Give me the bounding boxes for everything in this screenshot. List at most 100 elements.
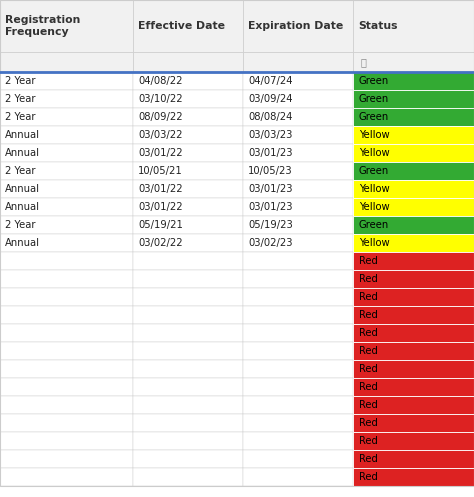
Text: 03/09/24: 03/09/24 bbox=[248, 94, 292, 104]
Bar bbox=[133, 198, 243, 216]
Bar bbox=[353, 108, 474, 126]
Text: 03/03/22: 03/03/22 bbox=[138, 130, 182, 140]
Bar bbox=[243, 324, 353, 342]
Text: Red: Red bbox=[359, 436, 378, 446]
Text: 03/01/23: 03/01/23 bbox=[248, 202, 292, 212]
Bar bbox=[243, 306, 353, 324]
Bar bbox=[353, 450, 474, 468]
Bar bbox=[0, 432, 133, 450]
Text: 2 Year: 2 Year bbox=[5, 76, 36, 86]
Bar bbox=[243, 432, 353, 450]
Bar bbox=[133, 324, 243, 342]
Bar bbox=[243, 216, 353, 234]
Bar bbox=[243, 234, 353, 252]
Bar bbox=[0, 234, 133, 252]
Bar bbox=[133, 90, 243, 108]
Text: 10/05/23: 10/05/23 bbox=[248, 166, 292, 176]
Bar bbox=[0, 144, 133, 162]
Bar bbox=[353, 378, 474, 396]
Bar bbox=[243, 180, 353, 198]
Bar bbox=[0, 52, 133, 72]
Bar bbox=[0, 342, 133, 360]
Bar bbox=[353, 288, 474, 306]
Text: 04/07/24: 04/07/24 bbox=[248, 76, 292, 86]
Bar bbox=[243, 0, 353, 52]
Text: 2 Year: 2 Year bbox=[5, 166, 36, 176]
Text: 2 Year: 2 Year bbox=[5, 94, 36, 104]
Bar bbox=[353, 72, 474, 90]
Bar bbox=[0, 180, 133, 198]
Bar bbox=[133, 378, 243, 396]
Text: Red: Red bbox=[359, 400, 378, 410]
Bar bbox=[0, 414, 133, 432]
Bar bbox=[353, 396, 474, 414]
Bar bbox=[0, 216, 133, 234]
Bar bbox=[243, 144, 353, 162]
Text: Red: Red bbox=[359, 418, 378, 428]
Bar bbox=[243, 162, 353, 180]
Bar bbox=[0, 306, 133, 324]
Text: 05/19/23: 05/19/23 bbox=[248, 220, 293, 230]
Bar bbox=[0, 360, 133, 378]
Bar bbox=[353, 432, 474, 450]
Bar bbox=[243, 126, 353, 144]
Bar bbox=[353, 162, 474, 180]
Text: Green: Green bbox=[359, 166, 389, 176]
Bar bbox=[353, 324, 474, 342]
Bar bbox=[0, 378, 133, 396]
Bar bbox=[353, 270, 474, 288]
Bar bbox=[353, 252, 474, 270]
Text: 03/01/23: 03/01/23 bbox=[248, 148, 292, 158]
Text: Annual: Annual bbox=[5, 184, 40, 194]
Text: Red: Red bbox=[359, 328, 378, 338]
Bar bbox=[133, 270, 243, 288]
Bar bbox=[133, 342, 243, 360]
Bar bbox=[243, 270, 353, 288]
Text: Effective Date: Effective Date bbox=[138, 21, 225, 31]
Text: Annual: Annual bbox=[5, 130, 40, 140]
Bar bbox=[353, 52, 474, 72]
Bar bbox=[133, 52, 243, 72]
Text: Green: Green bbox=[359, 94, 389, 104]
Text: 08/08/24: 08/08/24 bbox=[248, 112, 292, 122]
Bar bbox=[133, 450, 243, 468]
Bar bbox=[133, 414, 243, 432]
Text: 03/01/22: 03/01/22 bbox=[138, 148, 182, 158]
Text: Red: Red bbox=[359, 454, 378, 464]
Bar bbox=[133, 360, 243, 378]
Bar bbox=[243, 198, 353, 216]
Bar bbox=[243, 72, 353, 90]
Text: 03/02/23: 03/02/23 bbox=[248, 238, 292, 248]
Text: Green: Green bbox=[359, 220, 389, 230]
Bar bbox=[133, 126, 243, 144]
Bar bbox=[133, 162, 243, 180]
Text: Red: Red bbox=[359, 310, 378, 320]
Text: ⓘ: ⓘ bbox=[361, 57, 367, 67]
Bar bbox=[0, 90, 133, 108]
Bar bbox=[353, 342, 474, 360]
Bar bbox=[0, 270, 133, 288]
Text: Green: Green bbox=[359, 112, 389, 122]
Bar bbox=[0, 450, 133, 468]
Text: 2 Year: 2 Year bbox=[5, 220, 36, 230]
Bar bbox=[353, 180, 474, 198]
Text: 05/19/21: 05/19/21 bbox=[138, 220, 183, 230]
Text: Red: Red bbox=[359, 256, 378, 266]
Text: Red: Red bbox=[359, 364, 378, 374]
Bar bbox=[353, 414, 474, 432]
Bar bbox=[243, 342, 353, 360]
Bar bbox=[353, 0, 474, 52]
Text: Yellow: Yellow bbox=[359, 148, 390, 158]
Bar bbox=[0, 252, 133, 270]
Bar bbox=[133, 288, 243, 306]
Bar bbox=[243, 396, 353, 414]
Text: Yellow: Yellow bbox=[359, 184, 390, 194]
Bar bbox=[353, 306, 474, 324]
Text: 03/01/22: 03/01/22 bbox=[138, 202, 182, 212]
Bar bbox=[0, 288, 133, 306]
Bar bbox=[0, 72, 133, 90]
Bar bbox=[353, 216, 474, 234]
Text: Yellow: Yellow bbox=[359, 202, 390, 212]
Bar bbox=[133, 234, 243, 252]
Bar bbox=[0, 0, 133, 52]
